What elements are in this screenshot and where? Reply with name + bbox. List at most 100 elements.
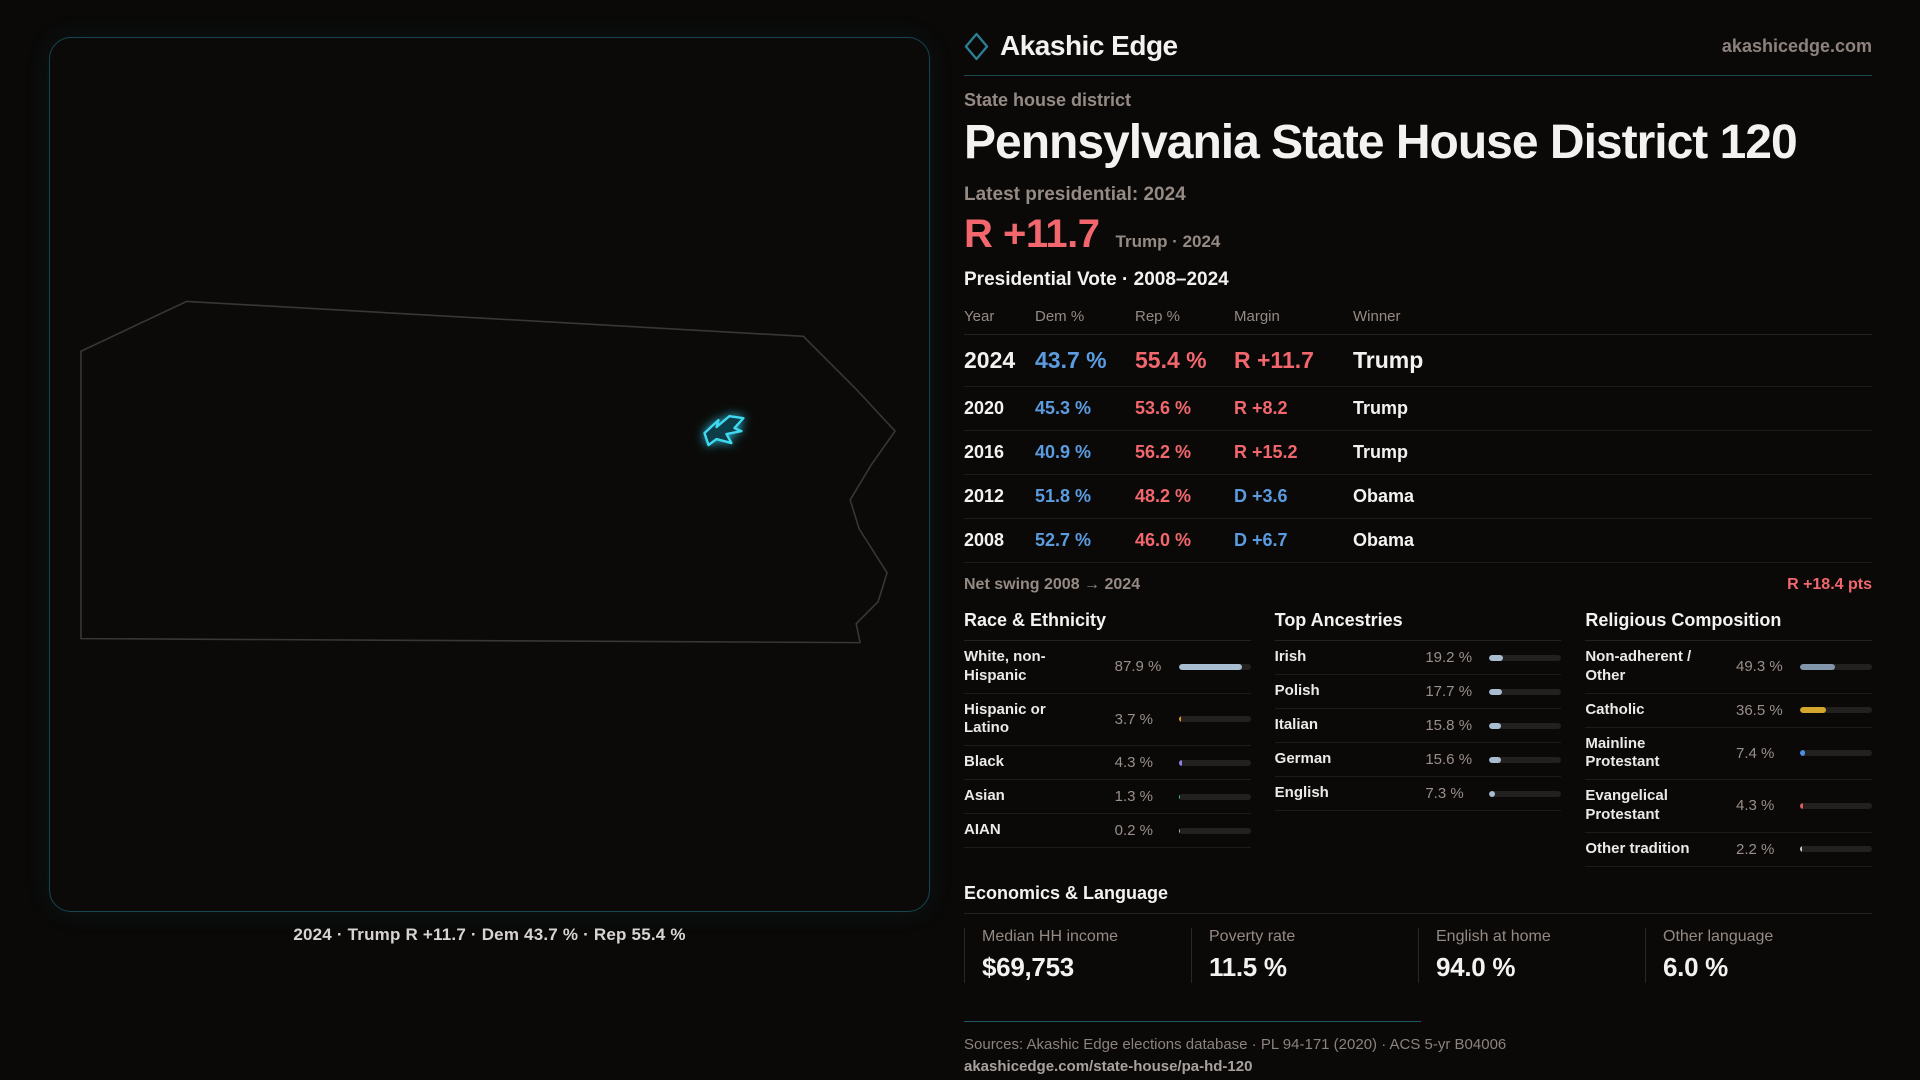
bar-track — [1178, 663, 1251, 670]
bar-fill — [1178, 716, 1182, 723]
vote-dem-pct: 43.7 % — [1035, 347, 1107, 373]
vote-year: 2016 — [964, 442, 1005, 462]
stat-label: AIAN — [964, 821, 1001, 839]
demographic-panels: Race & Ethnicity White, non-Hispanic 87.9 … — [964, 610, 1872, 867]
brand-site-link[interactable]: akashicedge.com — [1721, 35, 1872, 56]
bar-fill — [1489, 722, 1501, 729]
footer-divider — [964, 1020, 1421, 1022]
vote-row: 2008 52.7 % 46.0 % D +6.7 Obama — [964, 519, 1872, 563]
district-map-panel — [49, 37, 930, 912]
page-title: Pennsylvania State House District 120 — [964, 116, 1798, 169]
col-dem: Dem % — [1035, 308, 1085, 325]
stat-panel: Religious Composition Non-adherent / Othe… — [1585, 610, 1872, 867]
col-year: Year — [964, 308, 995, 325]
vote-row: 2020 45.3 % 53.6 % R +8.2 Trump — [964, 387, 1872, 431]
bar-fill — [1178, 663, 1242, 670]
stat-row: English 7.3 % — [1274, 777, 1562, 811]
brand-header: Akashic Edge akashicedge.com — [964, 30, 1872, 76]
vote-winner: Obama — [1353, 530, 1415, 550]
vote-table-header: Year Dem % Rep % Margin Winner — [964, 299, 1872, 335]
stat-row: Hispanic or Latino 3.7 % — [964, 694, 1251, 746]
stat-row: Mainline Protestant 7.4 % — [1585, 728, 1872, 780]
vote-dem-pct: 52.7 % — [1035, 530, 1092, 550]
vote-margin: D +3.6 — [1234, 486, 1288, 506]
vote-year: 2020 — [964, 398, 1005, 418]
stat-row: Black 4.3 % — [964, 746, 1251, 780]
bar-track — [1178, 759, 1251, 766]
bar-track — [1799, 802, 1872, 809]
net-swing-row: Net swing 2008 → 2024 R +18.4 pts — [964, 563, 1872, 594]
vote-table-rows: 2024 43.7 % 55.4 % R +11.7 Trump 2020 45.3 % 53… — [964, 335, 1872, 563]
district-120-highlight[interactable] — [703, 414, 745, 447]
stat-value: 3.7 % — [1114, 710, 1154, 728]
vote-rep-pct: 48.2 % — [1135, 486, 1192, 506]
bar-fill — [1178, 759, 1182, 766]
panel-title: Religious Composition — [1585, 610, 1872, 641]
stat-value: 49.3 % — [1735, 658, 1783, 676]
bar-fill — [1799, 707, 1827, 713]
bar-fill — [1489, 688, 1503, 695]
vote-rep-pct: 46.0 % — [1135, 530, 1192, 550]
stat-value: 1.3 % — [1114, 788, 1154, 805]
econ-stat: Other language 6.0 % — [1645, 927, 1872, 983]
latest-presidential-label: Latest presidential: 2024 — [964, 184, 1186, 205]
stat-row: Italian 15.8 % — [1274, 709, 1562, 743]
panel-title: Top Ancestries — [1274, 610, 1562, 641]
stat-row: Asian 1.3 % — [964, 780, 1251, 814]
bar-fill — [1489, 790, 1495, 797]
stat-label: Hispanic or Latino — [964, 700, 1046, 737]
vote-row: 2024 43.7 % 55.4 % R +11.7 Trump — [964, 335, 1872, 387]
stat-row: Other tradition 2.2 % — [1585, 833, 1872, 867]
stat-value: 15.8 % — [1425, 717, 1473, 734]
stat-value: 4.3 % — [1114, 754, 1154, 771]
stat-label: Black — [964, 753, 1005, 771]
vote-margin: R +11.7 — [1234, 347, 1314, 373]
vote-dem-pct: 40.9 % — [1035, 442, 1092, 462]
bar-track — [1799, 846, 1872, 852]
stat-row: German 15.6 % — [1274, 743, 1562, 777]
stat-value: 19.2 % — [1425, 649, 1473, 666]
stat-value: 0.2 % — [1114, 822, 1154, 839]
bar-track — [1489, 688, 1562, 695]
vote-rep-pct: 53.6 % — [1135, 398, 1192, 418]
vote-winner: Trump — [1353, 347, 1424, 373]
vote-margin: R +15.2 — [1234, 442, 1298, 462]
district-summary-card: Akashic Edge akashicedge.com State house… — [964, 30, 1872, 1075]
stat-label: Irish — [1274, 648, 1307, 666]
econ-stat-value: 11.5 % — [1209, 951, 1287, 982]
brand: Akashic Edge — [964, 30, 1178, 62]
stat-label: Non-adherent / Other — [1585, 648, 1692, 684]
vote-margin: R +8.2 — [1234, 398, 1288, 418]
bar-track — [1178, 827, 1251, 834]
stat-label: Polish — [1274, 682, 1320, 700]
vote-rep-pct: 56.2 % — [1135, 442, 1192, 462]
permalink-link[interactable]: akashicedge.com/state-house/pa-hd-120 — [964, 1057, 1253, 1075]
economics-stats: Median HH income $69,753 Poverty rate 11.5 … — [964, 927, 1872, 983]
vote-year: 2024 — [964, 347, 1016, 373]
vote-margin: D +6.7 — [1234, 530, 1288, 550]
vote-table-title: Presidential Vote · 2008–2024 — [964, 269, 1229, 290]
economics-section: Economics & Language Median HH income $69… — [964, 883, 1872, 983]
stat-row: AIAN 0.2 % — [964, 814, 1251, 848]
bar-track — [1489, 722, 1562, 729]
vote-dem-pct: 51.8 % — [1035, 486, 1092, 506]
bar-track — [1489, 756, 1562, 763]
stat-value: 7.3 % — [1425, 785, 1464, 802]
stat-panel: Race & Ethnicity White, non-Hispanic 87.9 … — [964, 610, 1251, 867]
headline-margin-value: R +11.7 — [964, 212, 1100, 256]
vote-winner: Trump — [1353, 398, 1409, 418]
net-swing-value: R +18.4 pts — [1787, 576, 1872, 593]
stat-label: Italian — [1274, 716, 1319, 734]
stat-value: 7.4 % — [1735, 744, 1775, 762]
bar-fill — [1178, 793, 1180, 800]
bar-fill — [1799, 663, 1836, 670]
stat-panel: Top Ancestries Irish 19.2 % Polish 17.7 % Ita… — [1274, 610, 1562, 867]
stat-value: 17.7 % — [1425, 683, 1473, 700]
stat-value: 4.3 % — [1735, 797, 1775, 815]
bar-track — [1799, 707, 1872, 713]
stat-row: Irish 19.2 % — [1274, 641, 1562, 675]
stat-value: 15.6 % — [1425, 751, 1473, 768]
econ-stat-label: Poverty rate — [1209, 927, 1296, 945]
stat-value: 2.2 % — [1735, 840, 1775, 858]
panel-title: Race & Ethnicity — [964, 610, 1251, 641]
